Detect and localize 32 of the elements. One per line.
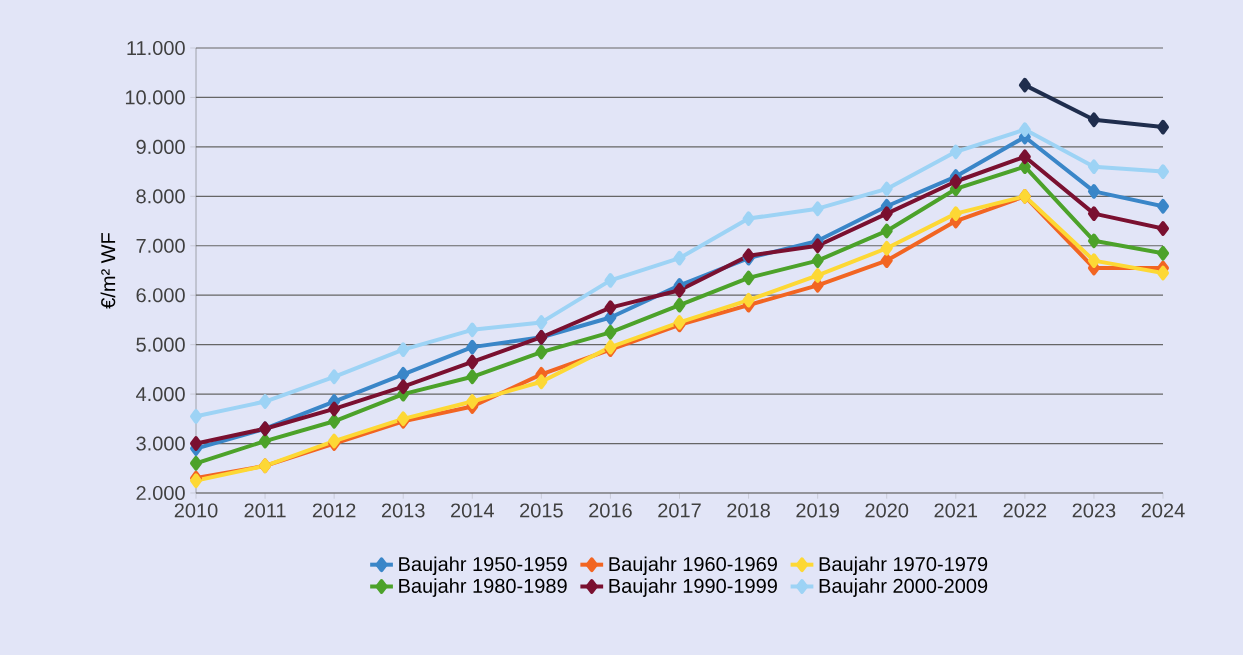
x-tick-label: 2013: [381, 503, 425, 518]
legend-label: Baujahr 1950-1959: [399, 556, 567, 576]
legend-label: Baujahr 1980-1989: [399, 578, 567, 597]
x-tick-label: 2014: [451, 503, 494, 518]
x-tick-label: 2024: [1141, 503, 1185, 518]
y-tick-label: 11.000: [127, 40, 185, 56]
legend-label: Baujahr 1960-1969: [609, 556, 777, 576]
x-tick-label: 2010: [174, 503, 218, 518]
y-tick-label: 4.000: [136, 387, 185, 402]
x-tick-label: 2019: [796, 503, 839, 518]
x-tick-label: 2015: [520, 503, 563, 518]
x-tick-label: 2017: [658, 503, 701, 518]
x-tick-label: 2021: [934, 503, 978, 518]
y-axis-title: €/m² WF: [100, 232, 116, 309]
x-tick-label: 2020: [865, 503, 909, 518]
y-tick-label: 7.000: [136, 238, 185, 253]
y-tick-label: 6.000: [136, 288, 185, 303]
x-tick-label: 2023: [1072, 503, 1116, 518]
y-tick-label: 2.000: [136, 485, 185, 501]
x-tick-label: 2018: [727, 503, 770, 518]
y-tick-label: 5.000: [136, 337, 185, 352]
y-tick-label: 8.000: [136, 189, 185, 204]
x-tick-label: 2016: [589, 503, 632, 518]
x-tick-label: 2022: [1003, 503, 1047, 518]
x-tick-label: 2012: [312, 503, 356, 518]
y-tick-label: 3.000: [136, 436, 185, 451]
y-tick-label: 10.000: [125, 90, 185, 105]
x-tick-label: 2011: [244, 503, 286, 518]
legend-label: Baujahr 1990-1999: [609, 578, 777, 597]
legend-label: Baujahr 2000-2009: [819, 578, 988, 597]
legend-label: Baujahr 1970-1979: [819, 556, 988, 576]
y-tick-label: 9.000: [136, 139, 185, 154]
